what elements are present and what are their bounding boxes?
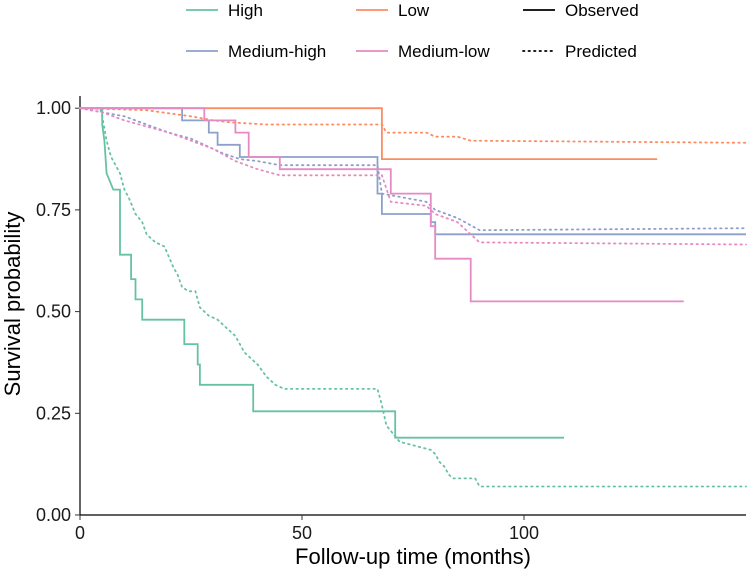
- axes: 0.00 0.25 0.50 0.75 1.00 0 50 100: [36, 96, 746, 543]
- legend: High Low Medium-high Medium-low Observed Pred…: [186, 1, 639, 61]
- series-low-predicted: [79, 107, 747, 144]
- series-medium-low-observed: [80, 107, 684, 303]
- legend-label-observed: Observed: [565, 1, 639, 20]
- series-medium-low-predicted: [79, 107, 747, 246]
- legend-label-medium-low: Medium-low: [398, 42, 490, 61]
- series-medium-high-observed: [80, 107, 746, 236]
- series-medium-high-predicted: [79, 107, 747, 232]
- legend-label-low: Low: [398, 1, 430, 20]
- series-low-observed: [80, 107, 658, 160]
- x-tick-label: 0: [75, 523, 85, 543]
- y-tick-label: 0.75: [36, 200, 71, 220]
- x-axis-title: Follow-up time (months): [295, 544, 531, 569]
- legend-label-medium-high: Medium-high: [228, 42, 326, 61]
- y-tick-label: 0.25: [36, 403, 71, 423]
- y-axis-title: Survival probability: [0, 212, 25, 397]
- y-tick-label: 0.00: [36, 505, 71, 525]
- x-tick-label: 50: [292, 523, 312, 543]
- y-tick-label: 0.50: [36, 302, 71, 322]
- x-tick-label: 100: [509, 523, 539, 543]
- series-high-observed: [80, 107, 564, 439]
- legend-label-predicted: Predicted: [565, 42, 637, 61]
- legend-label-high: High: [228, 1, 263, 20]
- y-tick-label: 1.00: [36, 98, 71, 118]
- series-high-predicted: [79, 107, 747, 488]
- series-group: [79, 107, 747, 488]
